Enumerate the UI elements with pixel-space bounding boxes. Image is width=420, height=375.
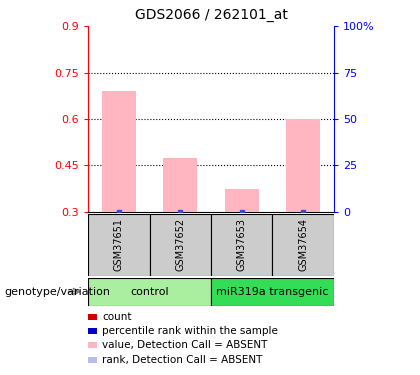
Text: percentile rank within the sample: percentile rank within the sample [102, 326, 278, 336]
Bar [88, 214, 150, 276]
Bar [273, 214, 334, 276]
Bar [163, 158, 197, 212]
Text: rank, Detection Call = ABSENT: rank, Detection Call = ABSENT [102, 355, 263, 364]
Title: GDS2066 / 262101_at: GDS2066 / 262101_at [135, 9, 287, 22]
Text: miR319a transgenic: miR319a transgenic [216, 286, 329, 297]
Bar [88, 278, 211, 306]
Bar [225, 189, 259, 212]
Text: count: count [102, 312, 132, 322]
Text: GSM37653: GSM37653 [237, 218, 247, 271]
Bar [211, 214, 273, 276]
Text: genotype/variation: genotype/variation [4, 286, 110, 297]
Bar [150, 214, 211, 276]
Text: GSM37652: GSM37652 [175, 218, 185, 271]
Bar [286, 119, 320, 212]
Text: value, Detection Call = ABSENT: value, Detection Call = ABSENT [102, 340, 268, 350]
Text: GSM37654: GSM37654 [298, 218, 308, 271]
Text: control: control [130, 286, 169, 297]
Text: GSM37651: GSM37651 [114, 218, 124, 271]
Bar [102, 91, 136, 212]
Bar [211, 278, 334, 306]
